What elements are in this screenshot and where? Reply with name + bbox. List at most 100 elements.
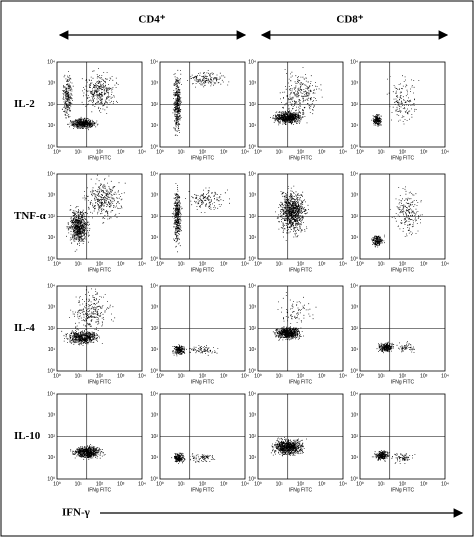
x-tick-label: 10¹: [178, 149, 186, 155]
x-tick-label: 10²: [199, 373, 207, 379]
x-tick-label: 10³: [220, 373, 228, 379]
y-tick-label: 10⁰: [350, 476, 358, 482]
x-tick-label: 10³: [420, 261, 428, 267]
x-tick-label: 10⁴: [241, 149, 249, 155]
x-tick-label: 10²: [96, 149, 104, 155]
x-tick-label: 10⁴: [339, 373, 347, 379]
y-tick-label: 10⁰: [350, 368, 358, 374]
x-tick-label: 10⁰: [254, 261, 262, 267]
x-tick-label: 10⁴: [138, 373, 146, 379]
x-tick-label: 10⁴: [441, 481, 449, 487]
y-tick-label: 10²: [249, 326, 257, 332]
x-tick-label: 10⁴: [441, 149, 449, 155]
dots: [270, 437, 307, 457]
x-tick-label: 10¹: [75, 261, 83, 267]
x-tick-label: 10⁴: [339, 261, 347, 267]
x-tick-label: 10²: [399, 261, 407, 267]
x-tick-label: 10⁰: [356, 373, 364, 379]
y-tick-label: 10³: [48, 193, 56, 199]
x-tick-label: 10⁰: [254, 373, 262, 379]
y-tick-label: 10¹: [351, 235, 359, 241]
x-tick-label: 10³: [318, 373, 326, 379]
y-tick-label: 10⁰: [248, 144, 256, 150]
x-tick-label: 10⁰: [156, 373, 164, 379]
axis-label: IFNg FITC: [88, 379, 112, 385]
y-tick-label: 10⁰: [150, 256, 158, 262]
x-tick-label: 10²: [399, 149, 407, 155]
x-tick-label: 10¹: [276, 149, 284, 155]
dots: [61, 288, 116, 346]
x-tick-label: 10³: [117, 149, 125, 155]
y-tick-label: 10¹: [151, 123, 159, 129]
axis-label: IFNg FITC: [191, 155, 215, 161]
y-tick-label: 10¹: [151, 347, 159, 353]
x-tick-label: 10²: [297, 261, 305, 267]
column-header: CD4⁺: [138, 14, 165, 26]
y-tick-label: 10¹: [48, 235, 56, 241]
x-tick-label: 10³: [318, 481, 326, 487]
axis-label: IFNg FITC: [191, 379, 215, 385]
axis-label: IFNg FITC: [391, 487, 415, 493]
y-tick-label: 10¹: [351, 455, 359, 461]
axis-label: IFNg FITC: [88, 155, 112, 161]
y-tick-label: 10⁰: [47, 368, 55, 374]
x-tick-label: 10⁴: [241, 481, 249, 487]
x-tick-label: 10³: [220, 149, 228, 155]
y-tick-label: 10²: [151, 326, 159, 332]
row-label: IL-4: [14, 322, 35, 334]
x-tick-label: 10⁰: [156, 149, 164, 155]
x-tick-label: 10⁰: [156, 261, 164, 267]
y-tick-label: 10⁰: [248, 256, 256, 262]
dots: [371, 186, 423, 248]
x-tick-label: 10³: [117, 261, 125, 267]
x-tick-label: 10³: [220, 481, 228, 487]
x-tick-label: 10²: [399, 481, 407, 487]
row-label: IL-10: [14, 430, 41, 442]
y-tick-label: 10³: [249, 193, 257, 199]
dots: [171, 452, 216, 464]
x-tick-label: 10⁰: [254, 149, 262, 155]
y-tick-label: 10³: [249, 413, 257, 419]
x-tick-label: 10³: [420, 481, 428, 487]
x-tick-label: 10⁴: [241, 373, 249, 379]
y-tick-label: 10¹: [151, 235, 159, 241]
x-tick-label: 10¹: [378, 261, 386, 267]
y-tick-label: 10⁴: [248, 283, 256, 289]
x-tick-label: 10²: [297, 149, 305, 155]
dots: [61, 68, 119, 131]
row-label: IL-2: [14, 98, 35, 110]
x-tick-label: 10¹: [378, 373, 386, 379]
x-tick-label: 10¹: [178, 373, 186, 379]
x-tick-label: 10³: [220, 261, 228, 267]
x-tick-label: 10⁰: [53, 373, 61, 379]
y-tick-label: 10⁴: [47, 391, 55, 397]
axis-label: IFNg FITC: [88, 487, 112, 493]
x-tick-label: 10⁰: [53, 481, 61, 487]
dots: [171, 183, 230, 253]
axis-label: IFNg FITC: [289, 487, 313, 493]
y-tick-label: 10⁰: [350, 144, 358, 150]
x-tick-label: 10²: [399, 373, 407, 379]
y-tick-label: 10⁴: [350, 283, 358, 289]
axis-label: IFNg FITC: [289, 379, 313, 385]
x-axis-label: IFN-γ: [62, 507, 90, 519]
y-tick-label: 10²: [48, 326, 56, 332]
x-tick-label: 10²: [297, 373, 305, 379]
dots: [376, 341, 415, 354]
dots: [172, 344, 219, 357]
dots: [66, 174, 126, 252]
x-tick-label: 10¹: [276, 261, 284, 267]
x-tick-label: 10⁴: [339, 149, 347, 155]
y-tick-label: 10²: [249, 434, 257, 440]
x-tick-label: 10⁴: [441, 261, 449, 267]
y-tick-label: 10¹: [48, 455, 56, 461]
dots: [275, 185, 309, 241]
x-tick-label: 10⁰: [156, 481, 164, 487]
y-tick-label: 10²: [351, 102, 359, 108]
y-tick-label: 10³: [351, 305, 359, 311]
x-tick-label: 10¹: [75, 149, 83, 155]
y-tick-label: 10²: [249, 102, 257, 108]
x-tick-label: 10³: [420, 149, 428, 155]
y-tick-label: 10²: [351, 434, 359, 440]
y-tick-label: 10¹: [351, 347, 359, 353]
